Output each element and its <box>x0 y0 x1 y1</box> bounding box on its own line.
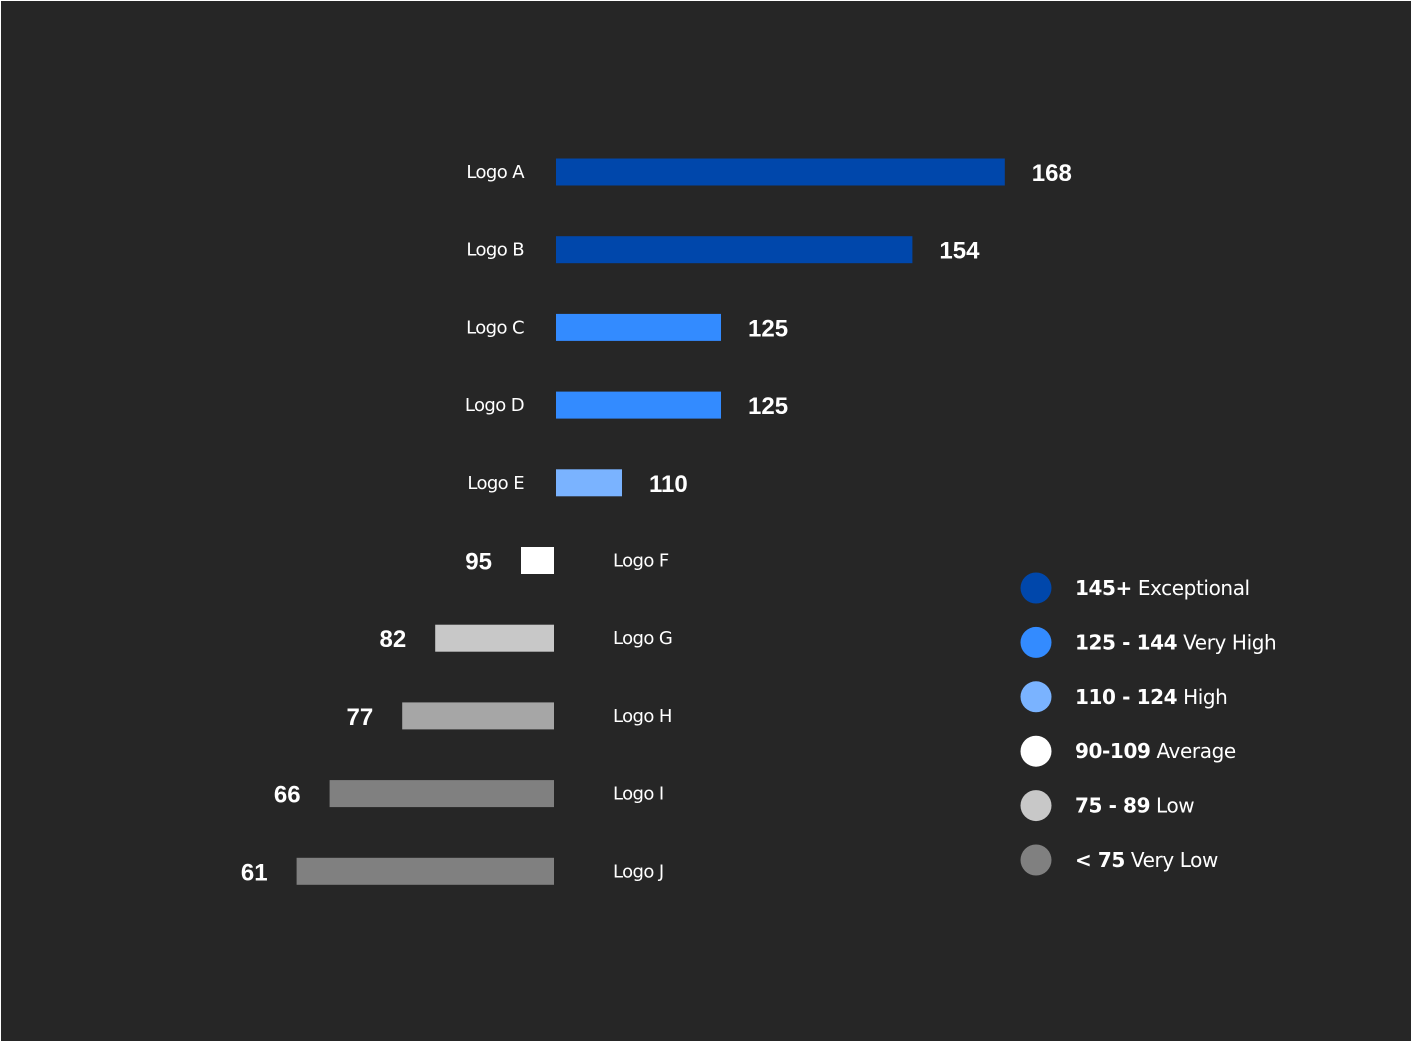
legend-swatch-1 <box>1020 626 1052 658</box>
value-labels-group: 168 154 125 125 110 95 82 77 66 61 <box>241 160 1072 886</box>
legend-swatch-4 <box>1020 790 1052 822</box>
bar-logo-g <box>435 624 554 652</box>
legend-range-2: 110 - 124 <box>1075 685 1177 709</box>
value-label-logo-e: 110 <box>649 471 688 498</box>
legend-label-2: 110 - 124 High <box>1075 685 1227 709</box>
legend: 145+ Exceptional 125 - 144 Very High 110 -… <box>1020 572 1277 876</box>
bar-logo-j <box>296 857 554 885</box>
bar-logo-c <box>556 313 721 341</box>
value-label-logo-a: 168 <box>1032 160 1072 187</box>
category-label-logo-j: Logo J <box>613 861 664 882</box>
category-label-logo-c: Logo C <box>466 317 524 338</box>
value-label-logo-i: 66 <box>274 782 301 809</box>
legend-range-3: 90-109 <box>1075 739 1150 763</box>
legend-swatch-2 <box>1020 681 1052 713</box>
legend-tier-5: Very Low <box>1125 848 1218 872</box>
bar-logo-a <box>556 158 1005 186</box>
category-label-logo-i: Logo I <box>613 784 664 805</box>
legend-swatch-3 <box>1020 735 1052 767</box>
legend-label-3: 90-109 Average <box>1075 739 1236 763</box>
legend-tier-2: High <box>1177 685 1227 709</box>
legend-range-1: 125 - 144 <box>1075 630 1177 654</box>
legend-label-0: 145+ Exceptional <box>1075 576 1250 600</box>
bar-logo-b <box>556 236 913 264</box>
legend-label-4: 75 - 89 Low <box>1075 794 1194 818</box>
category-labels-group: Logo A Logo B Logo C Logo D Logo E Logo F Logo… <box>465 162 673 882</box>
legend-swatch-0 <box>1020 572 1052 604</box>
category-label-logo-d: Logo D <box>465 395 524 416</box>
bars-group <box>296 158 1005 885</box>
legend-range-0: 145+ <box>1075 576 1132 600</box>
category-label-logo-b: Logo B <box>466 240 524 261</box>
legend-label-5: < 75 Very Low <box>1075 848 1218 872</box>
category-label-logo-g: Logo G <box>613 628 672 649</box>
legend-tier-4: Low <box>1150 794 1194 818</box>
legend-tier-0: Exceptional <box>1132 576 1250 600</box>
legend-range-4: 75 - 89 <box>1075 794 1150 818</box>
bar-logo-f <box>521 547 554 574</box>
bar-logo-h <box>402 702 554 730</box>
category-label-logo-a: Logo A <box>466 162 525 183</box>
bar-logo-i <box>329 780 554 808</box>
legend-tier-1: Very High <box>1177 630 1276 654</box>
category-label-logo-e: Logo E <box>467 473 524 494</box>
legend-range-5: < 75 <box>1075 848 1125 872</box>
value-label-logo-h: 77 <box>346 704 373 731</box>
value-label-logo-d: 125 <box>748 393 788 420</box>
value-label-logo-g: 82 <box>379 626 406 653</box>
bar-logo-d <box>556 391 721 419</box>
value-label-logo-f: 95 <box>465 549 492 576</box>
value-label-logo-b: 154 <box>939 238 980 265</box>
value-label-logo-c: 125 <box>748 315 788 342</box>
legend-tier-3: Average <box>1150 739 1235 763</box>
legend-swatch-5 <box>1020 844 1052 876</box>
category-label-logo-f: Logo F <box>613 551 669 572</box>
legend-label-1: 125 - 144 Very High <box>1075 630 1276 654</box>
bar-logo-e <box>556 469 622 497</box>
category-label-logo-h: Logo H <box>613 706 672 727</box>
value-label-logo-j: 61 <box>241 859 268 886</box>
